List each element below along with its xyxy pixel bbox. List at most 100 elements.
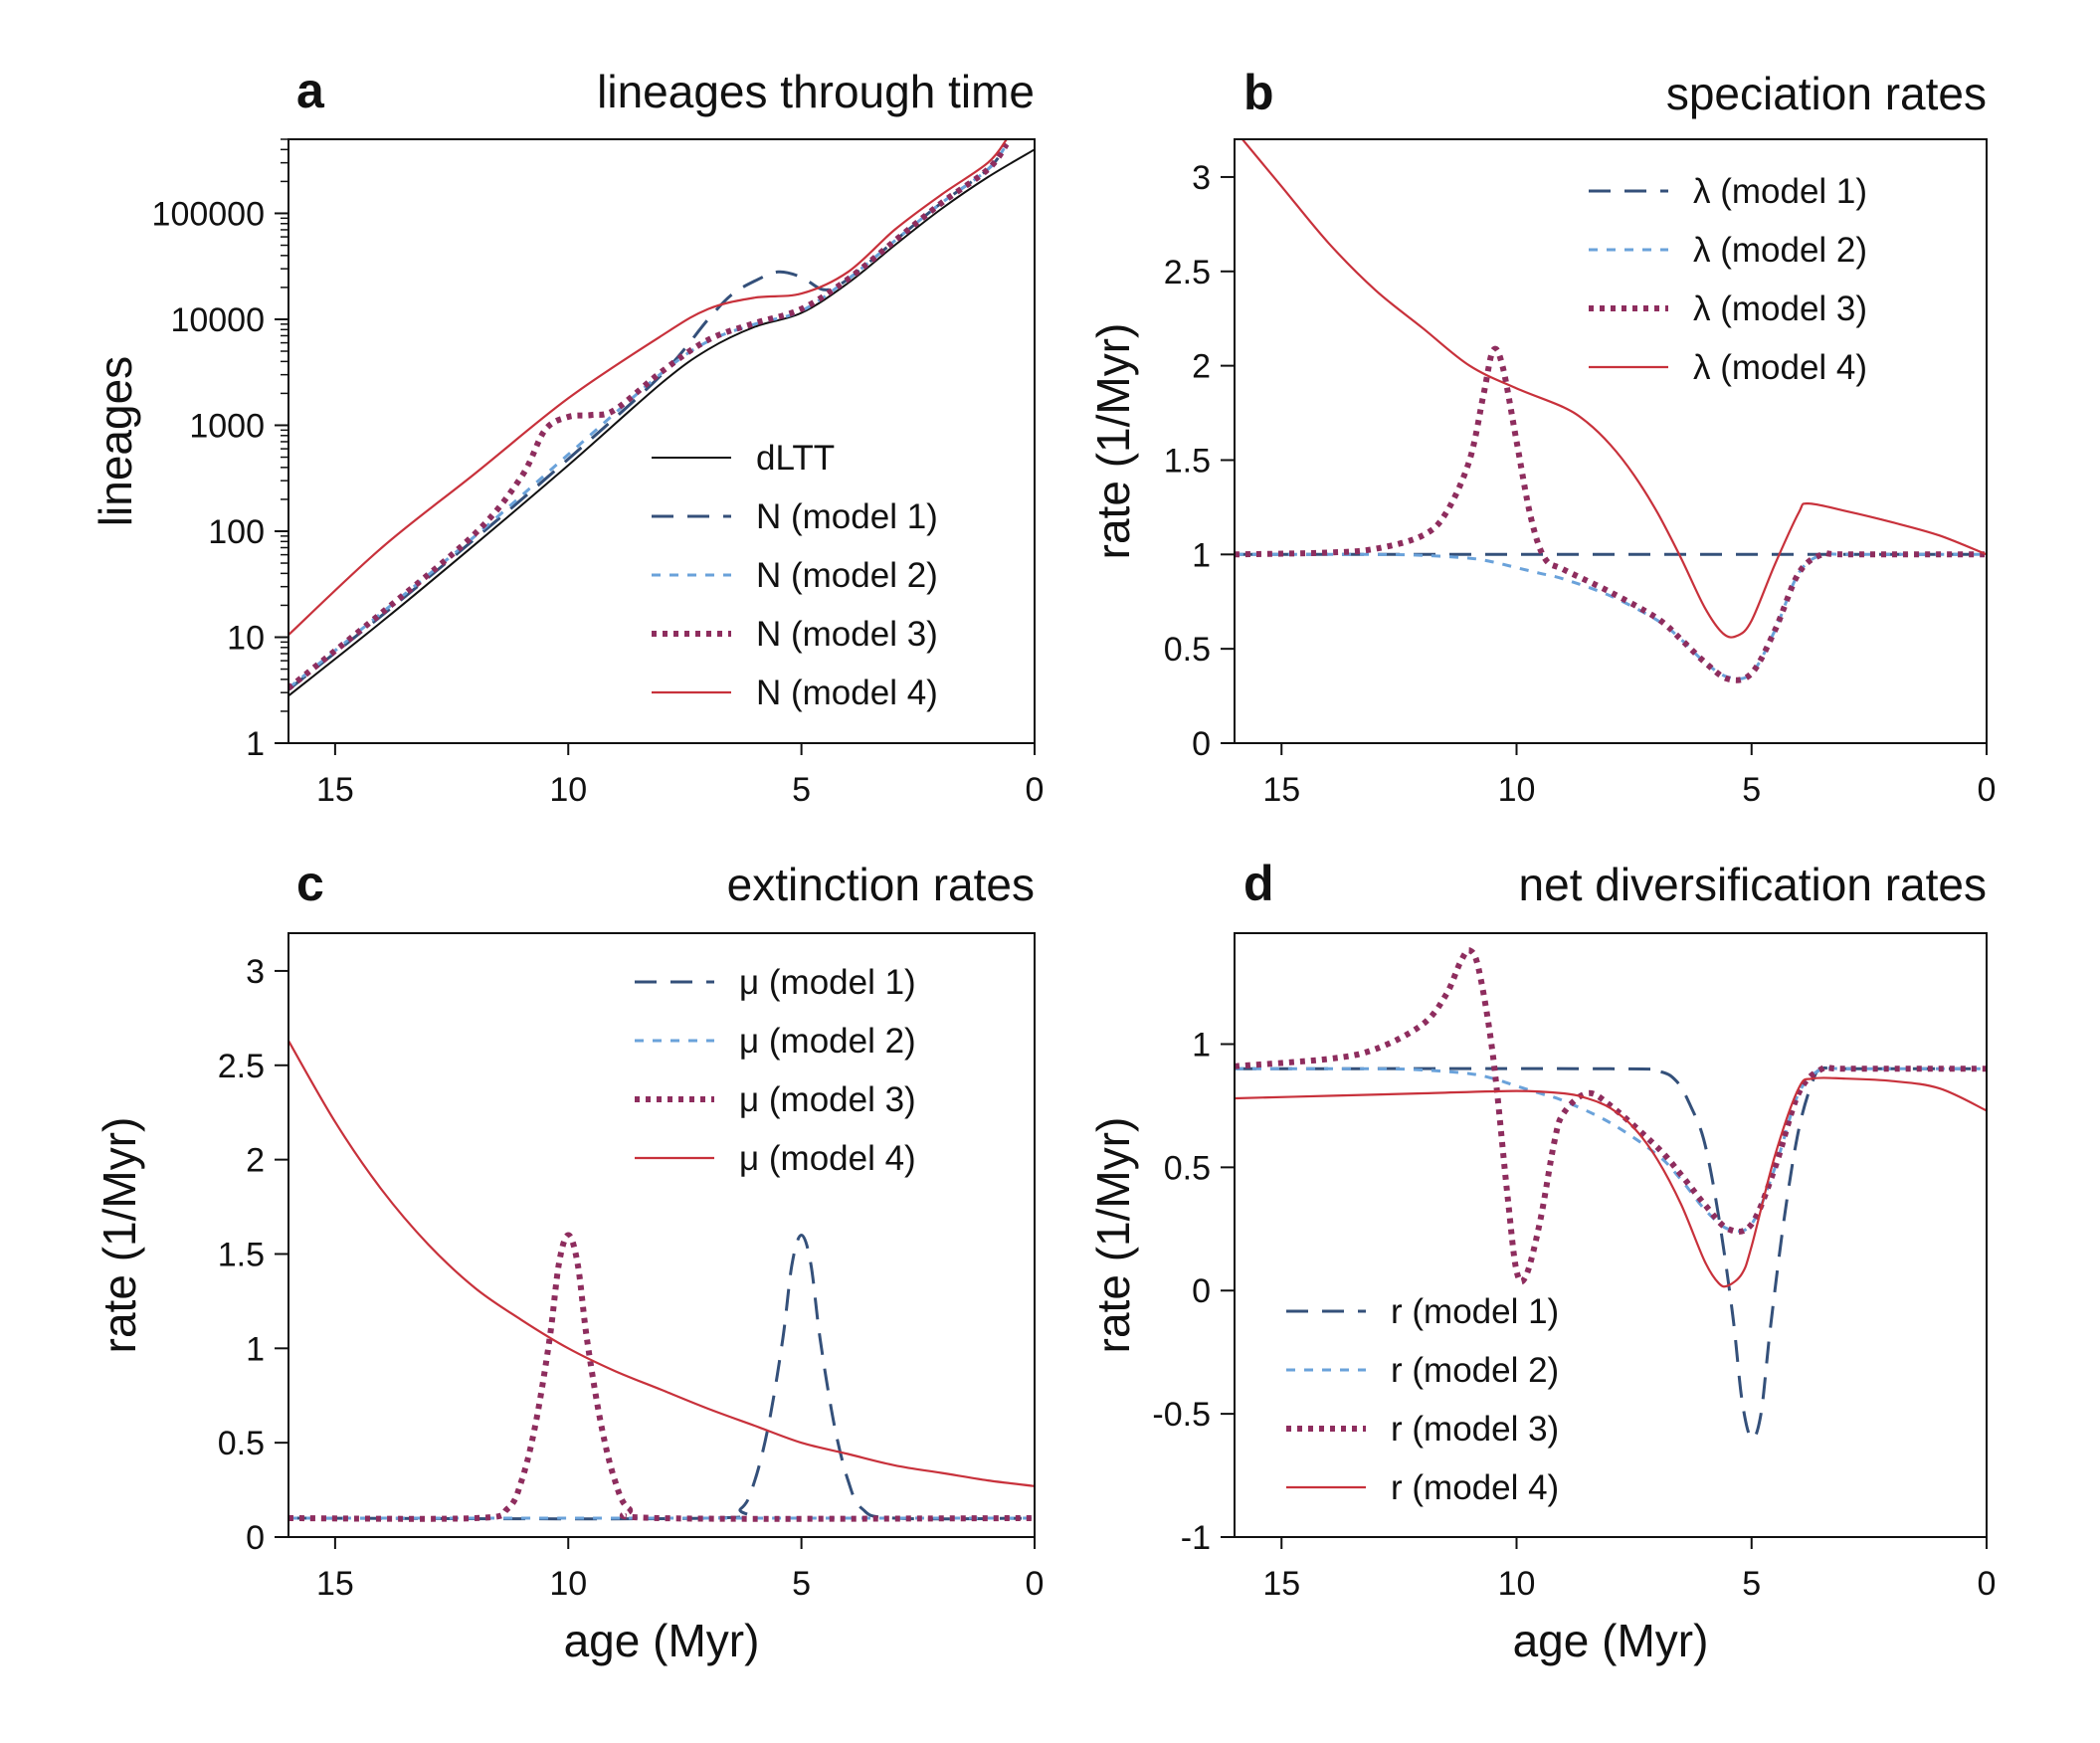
x-tick-label: 15: [316, 771, 354, 809]
legend-label-m3: λ (model 3): [1693, 290, 1867, 328]
y-tick-label: 0.5: [1164, 631, 1211, 669]
x-tick-label: 10: [549, 771, 587, 809]
y-tick-label: 10: [227, 619, 265, 657]
x-tick-label: 15: [316, 1565, 354, 1603]
y-tick-label: 2.5: [218, 1048, 265, 1085]
legend-label-dLTT: dLTT: [756, 439, 835, 478]
y-tick-label: 2.5: [1164, 254, 1211, 291]
series-line-m2: [1236, 551, 1986, 680]
plot-frame: [287, 932, 1036, 1538]
panel-letter: d: [1243, 856, 1274, 911]
y-tick-label: 0: [1192, 725, 1211, 763]
y-tick-label: 10000: [170, 301, 265, 339]
series-line-m4: [289, 1040, 1034, 1487]
panel-d: d net diversification rates 15 10 5 0 -1 -0.5 0 0…: [1087, 856, 1996, 1666]
panel-a: a lineages through time 15 10 5 0 1 10 100 1000 10…: [90, 63, 1044, 809]
series-line-m3: [1236, 345, 1986, 683]
panel-letter: b: [1243, 65, 1274, 120]
y-axis-label: lineages: [90, 356, 141, 526]
series-line-m1: [1236, 1065, 1986, 1441]
legend: μ (model 1) μ (model 2) μ (model 3) μ (mode…: [635, 963, 916, 1178]
y-tick-label: 100: [208, 513, 265, 551]
legend: dLTT N (model 1) N (model 2) N (model 3) N (…: [652, 439, 938, 712]
y-tick-label: 1: [246, 1330, 265, 1368]
legend-label-m1: N (model 1): [756, 497, 938, 536]
y-tick-label: 1: [1192, 1026, 1211, 1064]
series-line-m4: [1236, 1076, 1986, 1288]
legend-label-m4: N (model 4): [756, 674, 938, 712]
y-tick-label: 2: [1192, 348, 1211, 386]
x-tick-label: 15: [1262, 1565, 1300, 1603]
legend-label-m2: μ (model 2): [739, 1022, 916, 1061]
legend-label-m3: N (model 3): [756, 615, 938, 654]
y-tick-label: 3: [1192, 159, 1211, 197]
panel-title: lineages through time: [597, 66, 1035, 117]
y-axis-label: rate (1/Myr): [1087, 323, 1139, 560]
legend-label-m1: λ (model 1): [1693, 172, 1867, 211]
x-tick-label: 0: [1978, 1565, 1997, 1603]
y-tick-label: 1000: [189, 407, 265, 445]
plot-area: [1236, 947, 1986, 1441]
plot-frame: [1234, 138, 1988, 744]
series-line-m3: [289, 1232, 1034, 1522]
x-tick-label: 5: [792, 771, 811, 809]
legend-label-m2: N (model 2): [756, 556, 938, 595]
y-tick-label: -1: [1181, 1519, 1211, 1557]
legend-label-m2: r (model 2): [1391, 1351, 1559, 1390]
plot-area: [289, 1040, 1034, 1522]
y-tick-label: -0.5: [1152, 1396, 1211, 1434]
y-tick-label: 0.5: [218, 1425, 265, 1462]
panel-title: speciation rates: [1666, 68, 1987, 119]
y-axis-label: rate (1/Myr): [1087, 1117, 1139, 1354]
legend-label-m2: λ (model 2): [1693, 231, 1867, 270]
x-tick-label: 10: [549, 1565, 587, 1603]
series-line-m3: [289, 142, 1010, 691]
series-line-dLTT: [289, 148, 1034, 696]
legend-label-m1: μ (model 1): [739, 963, 916, 1002]
panel-c: c extinction rates 15 10 5 0 0 0.5 1 1.5 2 2.5 3 age …: [94, 856, 1044, 1666]
panel-title: extinction rates: [727, 859, 1035, 910]
x-axis-label: age (Myr): [564, 1615, 760, 1666]
legend-label-m4: λ (model 4): [1693, 348, 1867, 387]
y-tick-label: 0: [1192, 1272, 1211, 1310]
x-tick-label: 5: [1742, 1565, 1761, 1603]
y-tick-label: 3: [246, 953, 265, 991]
y-axis-label: rate (1/Myr): [94, 1117, 145, 1354]
x-tick-label: 15: [1262, 771, 1300, 809]
y-tick-label: 100000: [152, 195, 265, 233]
x-tick-label: 5: [792, 1565, 811, 1603]
x-tick-label: 0: [1026, 771, 1045, 809]
y-tick-label: 0.5: [1164, 1149, 1211, 1187]
plot-area: [1236, 140, 1986, 683]
x-axis-label: age (Myr): [1513, 1615, 1709, 1666]
y-tick-label: 1: [246, 725, 265, 763]
legend-label-m4: r (model 4): [1391, 1468, 1559, 1507]
x-tick-label: 5: [1742, 771, 1761, 809]
plot-frame: [1234, 932, 1988, 1538]
legend: r (model 1) r (model 2) r (model 3) r (mode…: [1286, 1292, 1559, 1507]
x-tick-label: 10: [1498, 771, 1536, 809]
x-tick-label: 0: [1026, 1565, 1045, 1603]
y-tick-label: 1.5: [218, 1236, 265, 1273]
panel-letter: c: [296, 856, 324, 911]
legend-label-m4: μ (model 4): [739, 1139, 916, 1178]
series-line-m2: [1236, 1065, 1986, 1234]
series-line-m4: [289, 140, 1008, 636]
x-tick-label: 0: [1978, 771, 1997, 809]
legend: λ (model 1) λ (model 2) λ (model 3) λ (mode…: [1589, 172, 1867, 387]
y-tick-label: 1: [1192, 536, 1211, 574]
legend-label-m3: r (model 3): [1391, 1410, 1559, 1449]
series-line-m1: [289, 1234, 1034, 1521]
series-line-m4: [1241, 140, 1986, 639]
y-tick-label: 1.5: [1164, 442, 1211, 480]
plot-area: [289, 140, 1034, 696]
legend-label-m1: r (model 1): [1391, 1292, 1559, 1331]
panel-letter: a: [296, 63, 325, 118]
series-line-m3: [1236, 947, 1986, 1285]
legend-label-m3: μ (model 3): [739, 1080, 916, 1119]
panel-title: net diversification rates: [1519, 859, 1987, 910]
panel-b: b speciation rates 15 10 5 0 0 0.5 1 1.5 2 2.5 3 rate…: [1087, 65, 1996, 809]
x-tick-label: 10: [1498, 1565, 1536, 1603]
y-tick-label: 0: [246, 1519, 265, 1557]
